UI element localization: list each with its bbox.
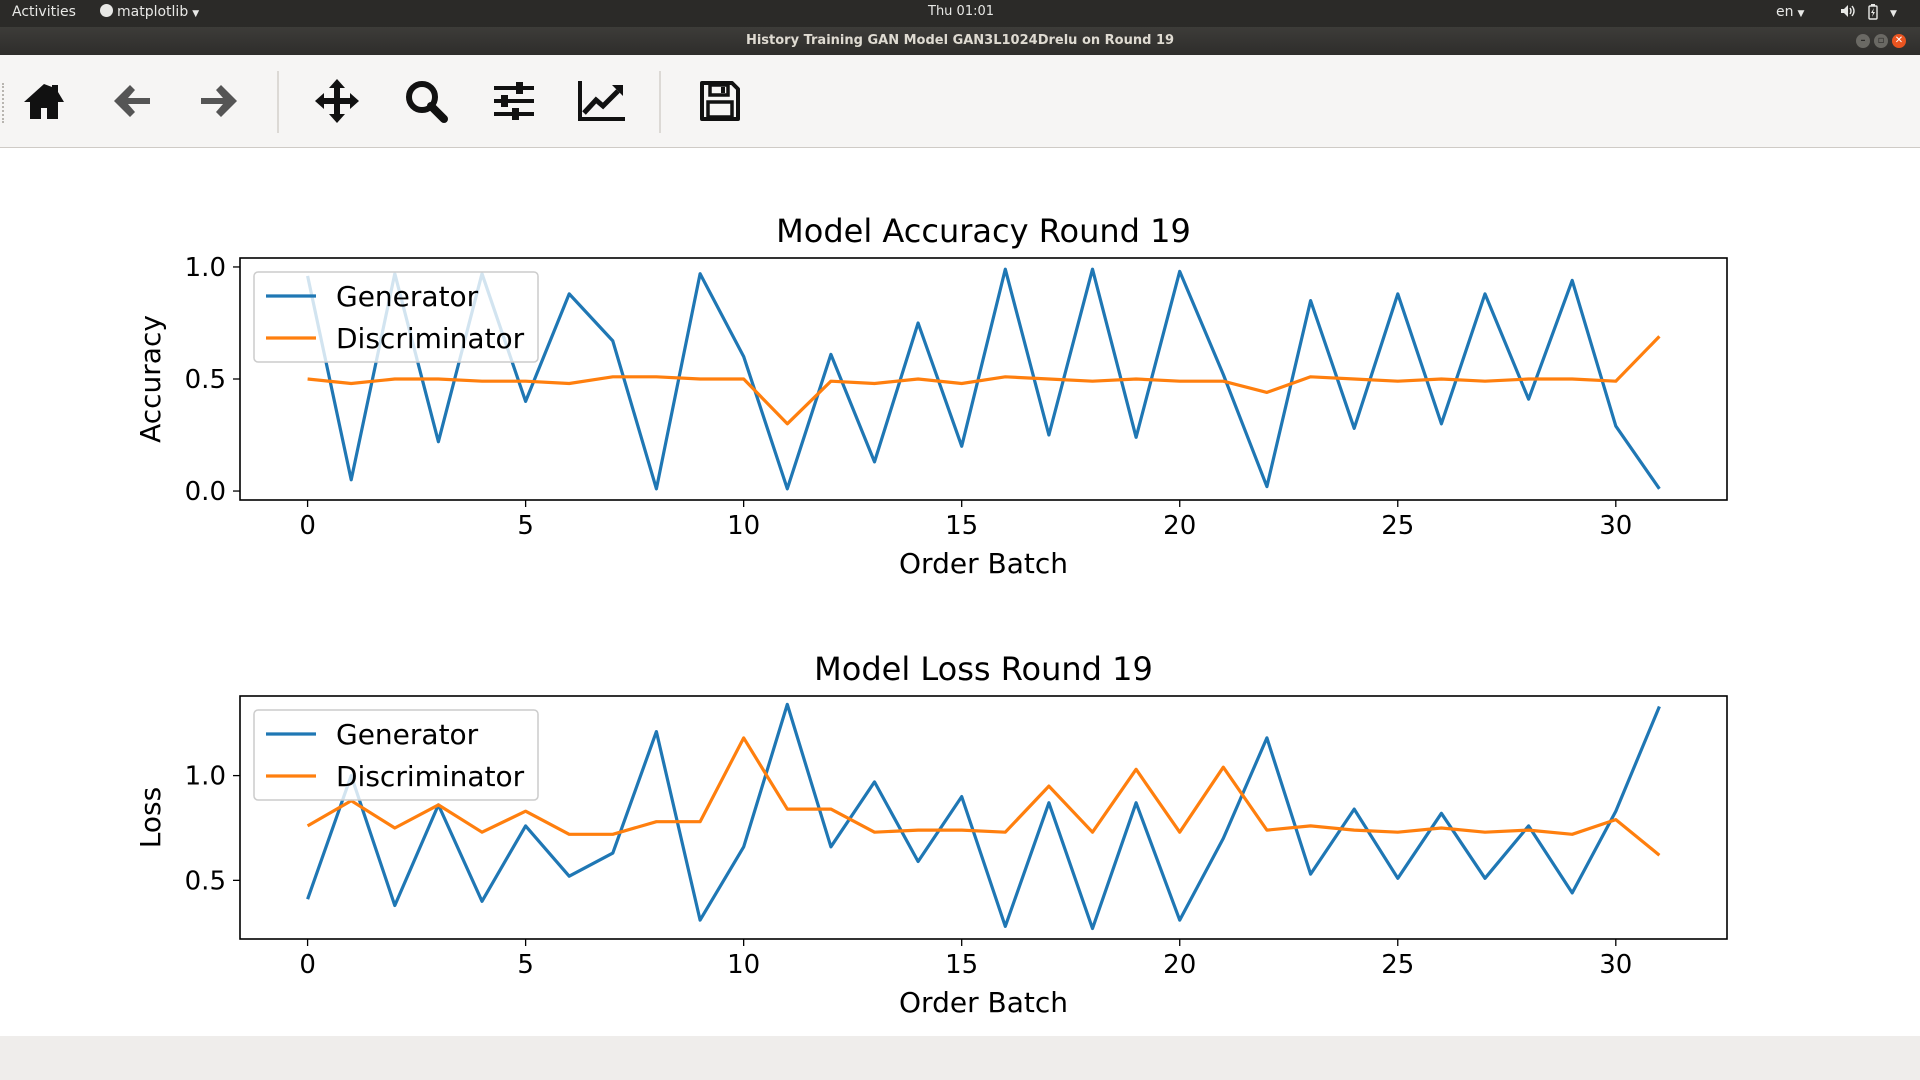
- x-tick-label: 25: [1381, 950, 1414, 980]
- app-menu-label: matplotlib: [117, 4, 189, 20]
- x-tick-label: 25: [1381, 511, 1414, 541]
- x-tick-label: 30: [1599, 950, 1632, 980]
- y-tick-label: 0.5: [185, 365, 226, 395]
- axes-frame: [239, 257, 1728, 501]
- discriminator-series-line: [307, 335, 1661, 426]
- toolbar-grip[interactable]: [2, 83, 8, 123]
- maximize-button[interactable]: ▫: [1874, 34, 1888, 48]
- save-icon: [700, 81, 740, 121]
- zoom-button[interactable]: [398, 75, 454, 127]
- edit-axis-icon: [578, 81, 625, 121]
- x-tick-label: 5: [517, 511, 534, 541]
- x-tick-label: 15: [945, 511, 978, 541]
- generator-series-line: [306, 267, 1661, 491]
- x-tick-label: 0: [299, 511, 316, 541]
- home-button[interactable]: [16, 75, 72, 127]
- language-label: en: [1776, 4, 1794, 20]
- x-axis-label: Order Batch: [899, 986, 1068, 1019]
- y-axis-label: Accuracy: [134, 315, 167, 443]
- maximize-icon: ▫: [1877, 35, 1885, 46]
- legend-label: Generator: [336, 718, 479, 751]
- generator-series-line: [306, 702, 1661, 931]
- forward-button[interactable]: [191, 75, 247, 127]
- chevron-down-icon: ▼: [192, 9, 200, 19]
- activities-button[interactable]: Activities: [12, 4, 76, 20]
- app-menu-icon: [100, 4, 113, 17]
- x-tick-label: 0: [299, 950, 316, 980]
- figure-canvas[interactable]: Model Accuracy Round 19 0 5 10 15 20 25 30 0.0 0.…: [0, 148, 1920, 1036]
- toolbar-separator: [277, 71, 279, 133]
- minimize-icon: –: [1860, 35, 1866, 46]
- x-tick-label: 5: [517, 950, 534, 980]
- configure-subplots-icon: [494, 82, 534, 120]
- x-tick-label: 10: [727, 950, 760, 980]
- system-menu[interactable]: ▼: [1890, 4, 1897, 20]
- home-icon: [24, 84, 64, 119]
- chart-title: Model Loss Round 19: [814, 650, 1153, 688]
- x-tick-label: 15: [945, 950, 978, 980]
- edit-axis-button[interactable]: [574, 75, 630, 127]
- chart-title: Model Accuracy Round 19: [776, 212, 1191, 250]
- pan-icon: [315, 79, 359, 123]
- x-tick-label: 20: [1163, 950, 1196, 980]
- minimize-button[interactable]: –: [1856, 34, 1870, 48]
- legend-label: Discriminator: [336, 760, 525, 793]
- legend-box: [253, 271, 539, 363]
- battery-icon[interactable]: [1868, 4, 1878, 24]
- y-tick-label: 0.5: [185, 866, 226, 896]
- close-icon: ✕: [1894, 35, 1904, 46]
- window-title: History Training GAN Model GAN3L1024Drel…: [745, 33, 1175, 48]
- x-axis-label: Order Batch: [899, 547, 1068, 580]
- discriminator-series-line: [306, 736, 1661, 857]
- axes-frame: [239, 695, 1728, 940]
- y-tick-label: 0.0: [185, 477, 226, 507]
- app-menu[interactable]: matplotlib ▼: [100, 4, 199, 20]
- chevron-down-icon: ▼: [1797, 9, 1805, 19]
- clock[interactable]: Thu 01:01: [928, 4, 995, 19]
- x-tick-label: 30: [1599, 511, 1632, 541]
- legend-box: [253, 709, 539, 801]
- zoom-icon: [406, 81, 448, 123]
- legend-label: Generator: [336, 280, 479, 313]
- system-top-bar: Activities matplotlib ▼ Thu 01:01 en ▼ ▼: [0, 0, 1920, 27]
- configure-subplots-button[interactable]: [486, 75, 542, 127]
- pan-button[interactable]: [309, 75, 365, 127]
- back-button[interactable]: [104, 75, 160, 127]
- chevron-down-icon: ▼: [1890, 9, 1897, 19]
- y-tick-label: 1.0: [185, 762, 226, 792]
- back-arrow-icon: [114, 85, 150, 117]
- close-button[interactable]: ✕: [1892, 34, 1906, 48]
- figure-svg: Model Accuracy Round 19 0 5 10 15 20 25 30 0.0 0.…: [134, 212, 1728, 1019]
- navigation-toolbar: [0, 55, 1920, 148]
- window-titlebar: History Training GAN Model GAN3L1024Drel…: [0, 27, 1920, 55]
- volume-icon[interactable]: [1840, 4, 1856, 22]
- legend-label: Discriminator: [336, 322, 525, 355]
- x-tick-label: 10: [727, 511, 760, 541]
- toolbar-separator: [659, 71, 661, 133]
- status-bar: [0, 1036, 1920, 1080]
- x-tick-label: 20: [1163, 511, 1196, 541]
- y-tick-label: 1.0: [185, 253, 226, 283]
- save-button[interactable]: [692, 75, 748, 127]
- forward-arrow-icon: [201, 85, 237, 117]
- language-selector[interactable]: en ▼: [1776, 4, 1804, 20]
- y-axis-label: Loss: [134, 787, 167, 848]
